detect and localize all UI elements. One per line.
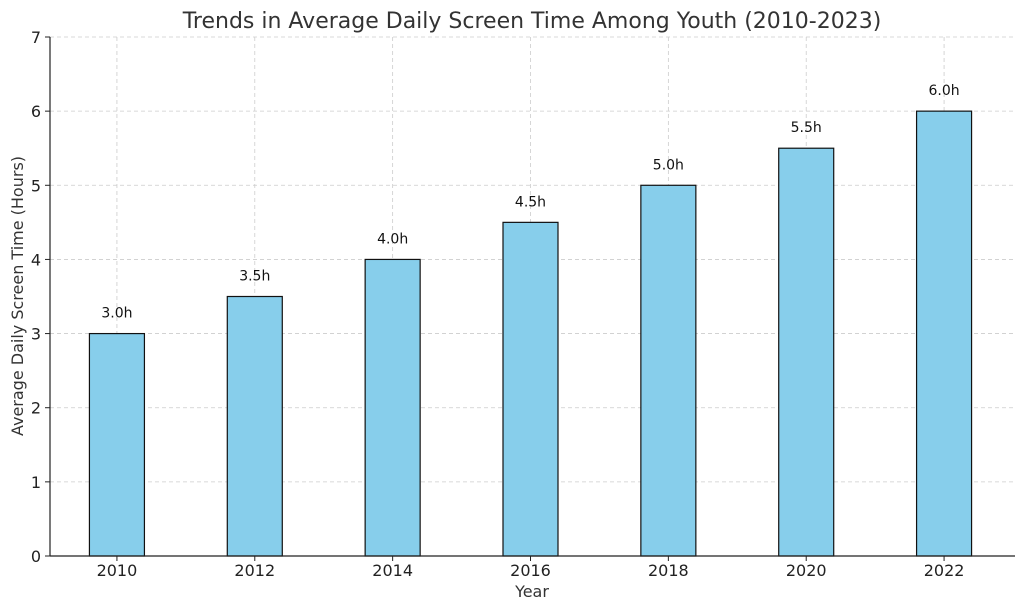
x-tick-label: 2020 (786, 561, 827, 580)
y-tick-label: 7 (31, 28, 41, 47)
y-tick-label: 1 (31, 473, 41, 492)
x-tick-label: 2022 (924, 561, 965, 580)
bar-data-label: 6.0h (929, 83, 960, 99)
x-axis-label: Year (514, 582, 549, 601)
bar (364, 258, 421, 557)
y-tick-label: 0 (31, 547, 41, 566)
y-axis-label: Average Daily Screen Time (Hours) (8, 156, 27, 436)
y-tick-label: 5 (31, 176, 41, 195)
data-labels-layer: 3.0h 3.5h 4.0h 4.5h 5.0h 5.5h 6.0h (101, 83, 959, 321)
bar-data-label: 5.0h (653, 157, 684, 173)
bar (640, 184, 697, 557)
x-tick-label: 2014 (372, 561, 413, 580)
y-tick-label: 4 (31, 250, 41, 269)
bar-data-label: 3.5h (239, 269, 270, 285)
x-tick-label: 2010 (97, 561, 138, 580)
axes-layer (49, 37, 1015, 557)
y-tick-label: 2 (31, 399, 41, 418)
bar (226, 295, 283, 557)
chart-title: Trends in Average Daily Screen Time Amon… (182, 9, 882, 34)
bar-data-label: 3.0h (101, 306, 132, 322)
bar (88, 332, 146, 557)
bar (502, 221, 559, 557)
bar (778, 147, 835, 557)
x-tick-label: 2018 (648, 561, 689, 580)
bars-layer (88, 110, 973, 557)
x-tick-label: 2012 (234, 561, 275, 580)
bar-data-label: 4.0h (377, 231, 408, 247)
ticks-layer: 0 1 2 3 4 5 6 7 2010 2012 2014 2016 2018 2020 2022 (31, 28, 965, 580)
bar (915, 110, 973, 557)
x-tick-label: 2016 (510, 561, 551, 580)
y-tick-label: 6 (31, 102, 41, 121)
bar-data-label: 4.5h (515, 194, 546, 210)
bar-data-label: 5.5h (791, 120, 822, 136)
y-tick-label: 3 (31, 325, 41, 344)
